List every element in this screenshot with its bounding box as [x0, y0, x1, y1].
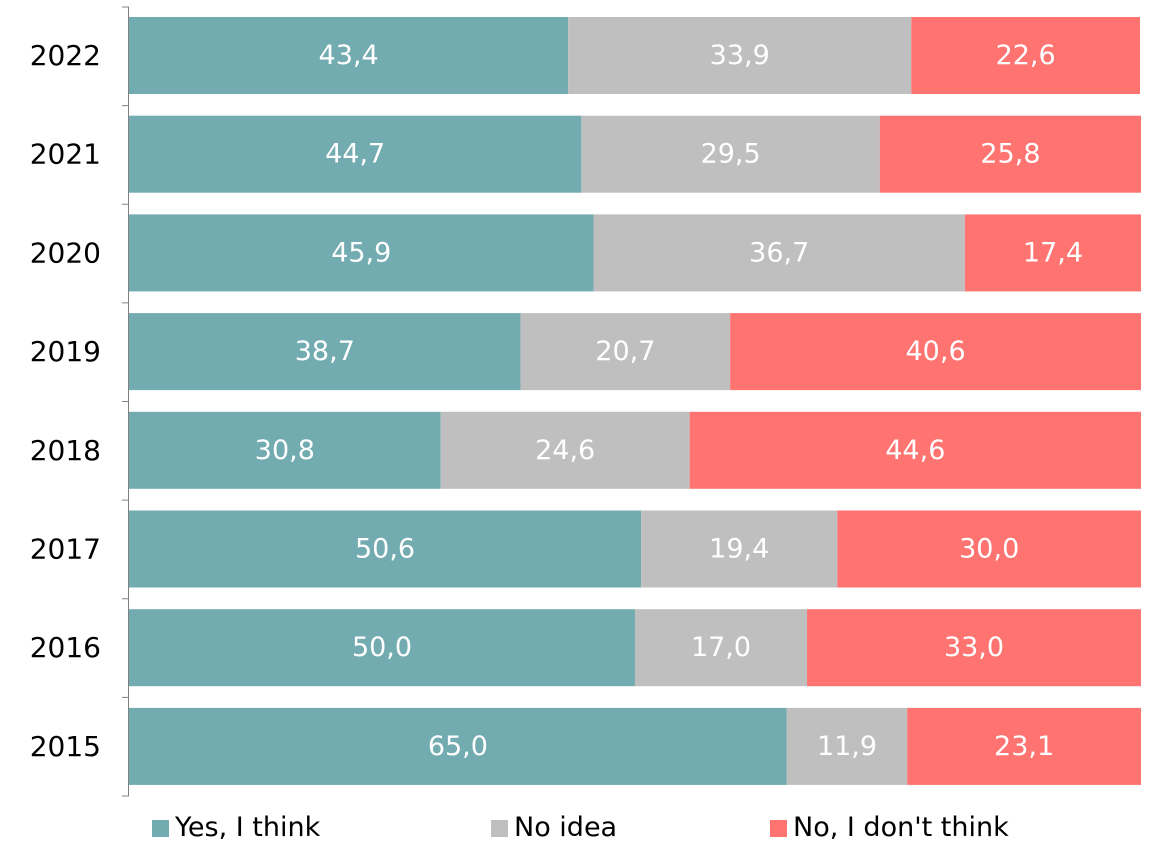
data-label: 44,7	[325, 139, 385, 170]
bar-segment	[964, 214, 1141, 292]
bar-segment	[129, 313, 521, 391]
bar-segment	[581, 115, 880, 193]
y-tick-label: 2020	[30, 236, 101, 269]
legend: Yes, I think No idea No, I don't think	[0, 808, 1151, 848]
bar-segment	[568, 17, 912, 94]
data-label: 50,0	[352, 632, 412, 663]
y-tick-label: 2016	[30, 631, 101, 664]
legend-label-no-idea: No idea	[514, 812, 618, 843]
legend-swatch-no-idea	[491, 819, 508, 837]
y-tick-label: 2019	[30, 335, 101, 368]
bar-segment	[593, 214, 965, 292]
stacked-bar-chart: 43,4 33,9 22,6 44,7 29,5 25,8 45,9 36,7 17,4 38,7…	[30, 6, 1141, 797]
bar-area: 43,4 33,9 22,6 44,7 29,5 25,8 45,9 36,7 17,4 38,7…	[129, 17, 1141, 785]
y-tick-labels: 2022 2021 2020 2019 2018 2017 2016 2015	[30, 39, 101, 763]
data-label: 17,0	[691, 632, 751, 663]
bar-segment	[786, 707, 908, 785]
bar-segment	[807, 609, 1141, 687]
bar-segment	[440, 411, 690, 489]
data-label: 17,4	[1023, 237, 1083, 268]
data-label: 30,8	[255, 435, 315, 466]
data-label: 22,6	[996, 40, 1056, 71]
data-label: 33,9	[710, 40, 770, 71]
bar-segment	[635, 609, 808, 687]
bar-segment	[730, 313, 1141, 391]
bar-segment	[520, 313, 731, 391]
bar-segment	[129, 510, 642, 588]
bar-segment	[129, 707, 787, 785]
legend-item-yes: Yes, I think	[152, 808, 320, 848]
legend-label-no: No, I don't think	[793, 812, 1009, 843]
bar-segment	[129, 214, 594, 292]
data-label: 20,7	[595, 336, 655, 367]
data-label: 45,9	[331, 237, 391, 268]
bar-segment	[129, 609, 635, 687]
data-label: 19,4	[709, 534, 769, 565]
data-label: 11,9	[817, 731, 877, 762]
data-label: 40,6	[906, 336, 966, 367]
data-label: 65,0	[428, 731, 488, 762]
data-label: 44,6	[885, 435, 945, 466]
data-label: 30,0	[959, 534, 1019, 565]
y-tick-label: 2021	[30, 138, 101, 171]
data-label: 36,7	[749, 237, 809, 268]
y-axis	[122, 6, 129, 797]
legend-label-yes: Yes, I think	[175, 812, 321, 843]
bar-segment	[129, 115, 582, 193]
y-tick-label: 2015	[30, 730, 101, 763]
data-label: 33,0	[944, 632, 1004, 663]
data-label: 50,6	[355, 534, 415, 565]
y-tick-label: 2018	[30, 434, 101, 467]
y-tick-label: 2017	[30, 533, 101, 566]
legend-item-no: No, I don't think	[770, 808, 1009, 848]
data-label: 43,4	[319, 40, 379, 71]
bar-segment	[689, 411, 1141, 489]
data-label: 24,6	[535, 435, 595, 466]
data-label: 23,1	[994, 731, 1054, 762]
bar-segment	[129, 17, 569, 94]
data-label: 25,8	[980, 139, 1040, 170]
data-label: 29,5	[701, 139, 761, 170]
bar-segment	[129, 411, 441, 489]
bar-segment	[911, 17, 1140, 94]
legend-item-no-idea: No idea	[491, 808, 617, 848]
y-tick-label: 2022	[30, 39, 101, 72]
bar-segment	[837, 510, 1141, 588]
bar-segment	[641, 510, 838, 588]
bar-segment	[907, 707, 1141, 785]
legend-swatch-no	[770, 819, 787, 837]
data-label: 38,7	[295, 336, 355, 367]
bar-segment	[879, 115, 1141, 193]
legend-swatch-yes	[152, 819, 169, 837]
